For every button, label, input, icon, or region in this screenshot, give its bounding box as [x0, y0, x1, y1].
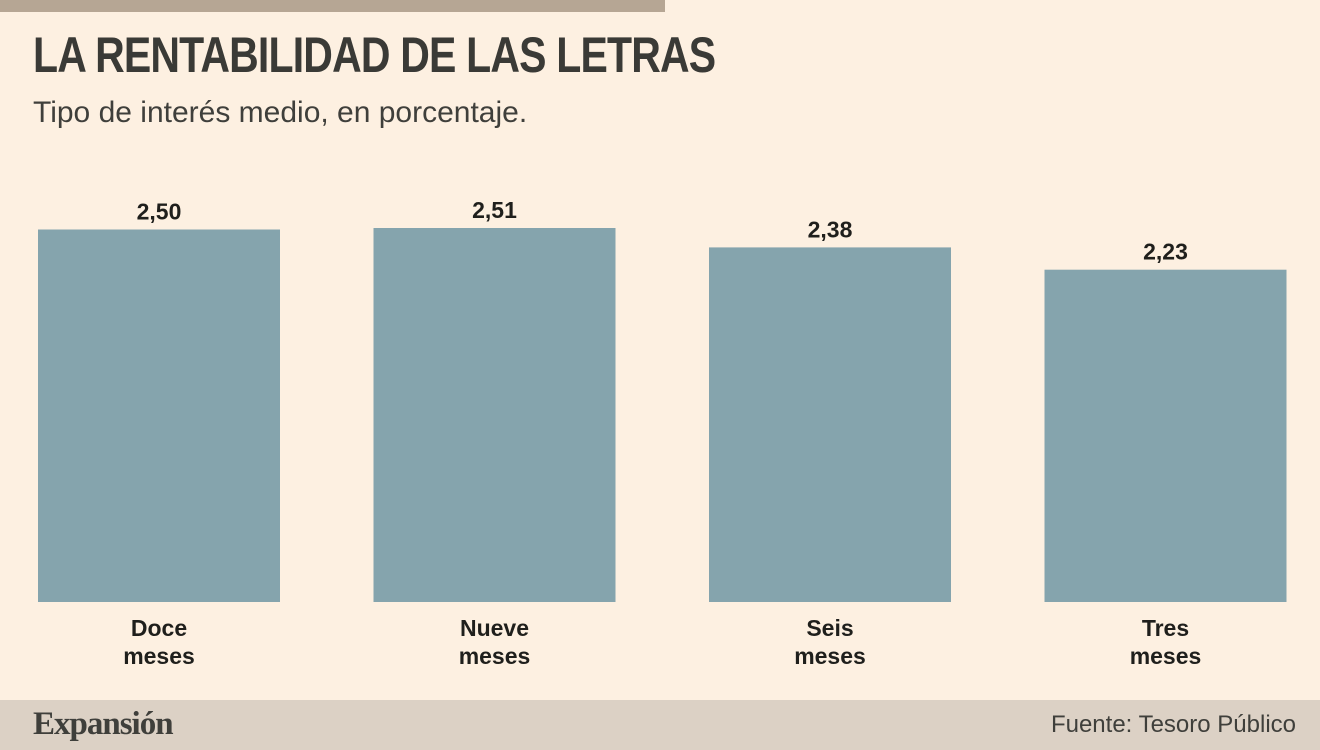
- category-label: Tres: [1142, 615, 1189, 641]
- bar-doce-meses: [38, 229, 280, 602]
- category-label: meses: [459, 643, 531, 669]
- value-label: 2,38: [808, 216, 853, 242]
- chart-subtitle: Tipo de interés medio, en porcentaje.: [33, 96, 528, 129]
- value-label: 2,23: [1143, 239, 1188, 265]
- category-label: Nueve: [460, 615, 529, 641]
- source-note: Fuente: Tesoro Público: [1050, 711, 1296, 738]
- chart-title: LA RENTABILIDAD DE LAS LETRAS: [33, 27, 716, 83]
- brand-logo: Expansión: [33, 706, 174, 742]
- category-label: Doce: [131, 615, 187, 641]
- footer: Expansión Fuente: Tesoro Público: [0, 700, 1320, 750]
- value-label: 2,51: [472, 197, 517, 223]
- bar-seis-meses: [709, 247, 951, 602]
- category-label: meses: [794, 643, 866, 669]
- value-label: 2,50: [137, 199, 182, 225]
- category-label: meses: [1130, 643, 1202, 669]
- bar-nueve-meses: [373, 228, 616, 602]
- top-accent-bar: [0, 0, 665, 12]
- bar-tres-meses: [1044, 269, 1287, 602]
- bar-chart: 2,50Docemeses2,51Nuevemeses2,38Seismeses…: [38, 197, 1287, 669]
- category-label: Seis: [806, 615, 853, 641]
- category-label: meses: [123, 643, 195, 669]
